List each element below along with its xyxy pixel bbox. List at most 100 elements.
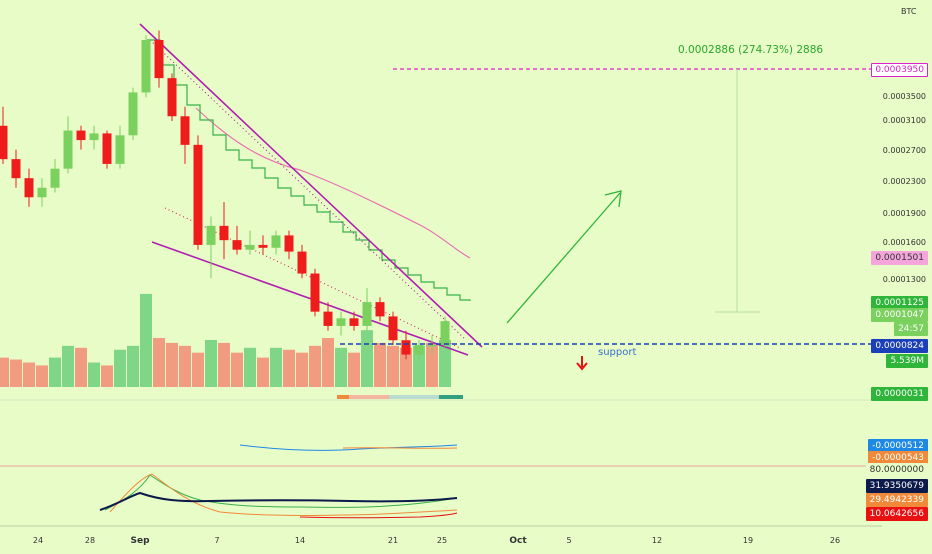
volume-bar <box>0 357 9 387</box>
date-tick-label: Sep <box>130 536 150 546</box>
price-axis-label: 0.0003500 <box>883 92 926 101</box>
candle-body <box>63 130 73 169</box>
red-arrow-head <box>576 362 588 371</box>
volume-bar <box>244 347 256 387</box>
candle-body <box>37 187 47 198</box>
tag-stoch-d: 29.4942339 <box>865 493 928 507</box>
stoch-red-line <box>299 512 458 519</box>
candle-body <box>375 302 385 317</box>
volume-bar <box>49 357 61 387</box>
tag-volume: 5.539M <box>886 354 928 368</box>
volume-bar <box>309 345 321 387</box>
volume-bar <box>23 362 35 387</box>
volume-bar <box>322 338 334 387</box>
candle-body <box>336 318 346 326</box>
volume-bar <box>439 339 451 387</box>
volume-bar <box>140 293 152 387</box>
price-axis-label: 0.0001600 <box>883 238 926 247</box>
wedge-lower-line <box>151 241 469 356</box>
macd-line <box>239 444 458 451</box>
indicator-strip <box>337 395 349 399</box>
candle-body <box>167 78 177 117</box>
indicator-strip <box>439 395 463 399</box>
tag-pink-ma: 0.0001501 <box>871 251 928 265</box>
volume-bar <box>361 330 373 387</box>
wedge-lower-dotted <box>164 207 461 349</box>
volume-bar <box>153 338 165 387</box>
volume-bar <box>387 345 399 387</box>
candle-body <box>388 316 398 341</box>
date-tick-label: 24 <box>33 536 43 545</box>
volume-bar <box>36 365 48 387</box>
date-tick-label: 14 <box>295 536 305 545</box>
candle-body <box>232 240 242 250</box>
volume-bar <box>335 347 347 387</box>
candle-body <box>102 133 112 164</box>
tag-target: 0.0003950 <box>871 63 928 77</box>
candle-body <box>258 244 268 248</box>
volume-bar <box>257 357 269 387</box>
candle-body <box>362 302 372 326</box>
volume-bar <box>270 347 282 387</box>
currency-label: BTC <box>901 7 917 16</box>
volume-bar <box>10 359 22 387</box>
candle-body <box>115 135 125 164</box>
volume-bar <box>426 342 438 387</box>
volume-bar <box>192 352 204 387</box>
stoch-green-line <box>104 474 458 511</box>
volume-bar <box>413 345 425 387</box>
candle-body <box>50 168 60 188</box>
stoch-k-line <box>99 491 458 511</box>
volume-bar <box>218 342 230 387</box>
volume-bar <box>348 352 360 387</box>
wedge-upper-line <box>139 23 483 348</box>
volume-bar <box>127 345 139 387</box>
candle-body <box>271 235 281 248</box>
date-tick-label: 7 <box>214 536 219 545</box>
tag-level-80: 80.0000000 <box>865 463 928 477</box>
candle-body <box>245 244 255 250</box>
volume-bar <box>179 345 191 387</box>
macd-signal-line <box>342 447 458 449</box>
candle-body <box>193 144 203 245</box>
volume-bar <box>75 347 87 387</box>
price-axis-label: 0.0001300 <box>883 275 926 284</box>
volume-bar <box>101 365 113 387</box>
measure-label: 0.0002886 (274.73%) 2886 <box>678 44 824 56</box>
candle-body <box>76 130 86 141</box>
tag-macd-2: -0.0000543 <box>868 451 928 465</box>
date-tick-label: 25 <box>437 536 447 545</box>
candle-body <box>297 251 307 274</box>
candle-body <box>24 178 34 198</box>
volume-bar <box>283 349 295 387</box>
candle-body <box>11 159 21 179</box>
candle-body <box>284 235 294 252</box>
candle-body <box>180 116 190 145</box>
green-arrow-shaft <box>506 192 621 324</box>
wedge-upper-dotted <box>149 39 467 341</box>
volume-bar <box>205 339 217 387</box>
price-axis-label: 0.0002300 <box>883 177 926 186</box>
candle-body <box>440 321 450 345</box>
candle-body <box>349 318 359 326</box>
date-tick-label: 28 <box>85 536 95 545</box>
tag-last-price: 0.0001047 <box>871 308 928 322</box>
date-tick-label: 19 <box>743 536 753 545</box>
tag-stoch-k: 31.9350679 <box>865 479 928 493</box>
volume-bar <box>296 352 308 387</box>
date-tick-label: 21 <box>388 536 398 545</box>
volume-bar <box>166 342 178 387</box>
candle-body <box>141 40 151 93</box>
candle-body <box>206 225 216 245</box>
candle-body <box>128 92 138 136</box>
candle-body <box>414 345 424 355</box>
date-tick-label: 12 <box>652 536 662 545</box>
volume-bar <box>400 347 412 387</box>
volume-bar <box>374 342 386 387</box>
candle-body <box>310 273 320 312</box>
candle-body <box>154 40 164 79</box>
support-label: support <box>598 347 637 358</box>
volume-bar <box>62 345 74 387</box>
